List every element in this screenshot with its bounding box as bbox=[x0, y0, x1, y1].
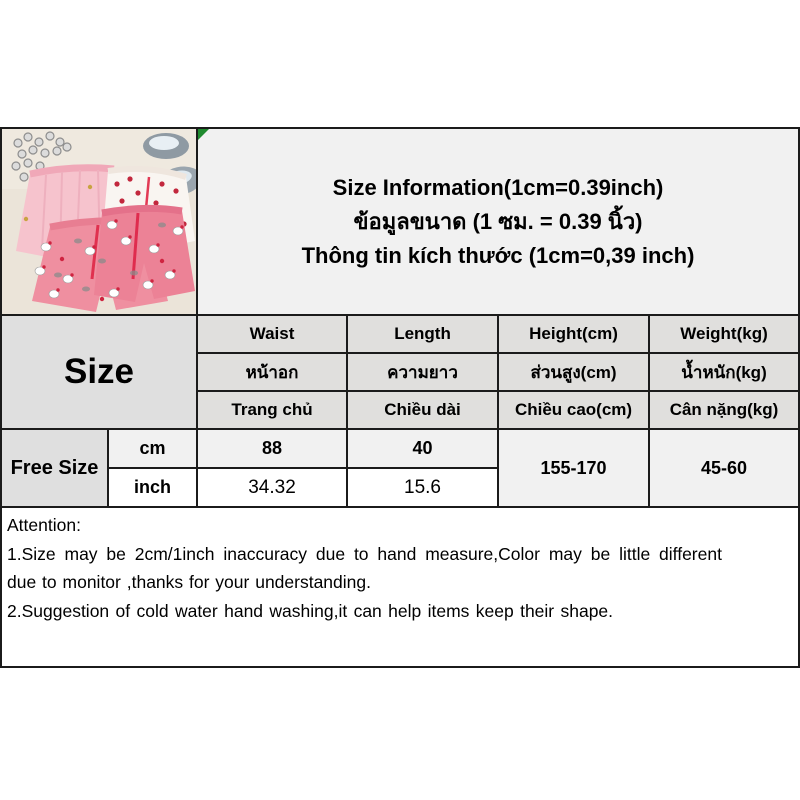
table-row-cm: Free Size cm 88 40 155-170 45-60 bbox=[0, 428, 800, 508]
col-header-height-th: ส่วนสูง(cm) bbox=[497, 352, 651, 392]
value-length-inch: 15.6 bbox=[346, 467, 500, 508]
attention-note: Attention: 1.Size may be 2cm/1inch inacc… bbox=[0, 506, 800, 668]
title-vietnamese: Thông tin kích thước (1cm=0,39 inch) bbox=[301, 242, 695, 268]
product-photo bbox=[0, 127, 199, 316]
value-length-cm: 40 bbox=[346, 428, 500, 469]
col-header-waist-vi: Trang chủ bbox=[196, 390, 349, 430]
title-thai: ข้อมูลขนาด (1 ซม. = 0.39 นิ้ว) bbox=[353, 208, 643, 234]
col-header-waist-th: หน้าอก bbox=[196, 352, 349, 392]
title-block: Size Information(1cm=0.39inch) ข้อมูลขนา… bbox=[196, 127, 800, 316]
col-header-length-th: ความยาว bbox=[346, 352, 500, 392]
kitty-print bbox=[34, 219, 184, 302]
unit-label-inch: inch bbox=[106, 467, 199, 508]
attention-line-2: due to monitor ,thanks for your understa… bbox=[7, 572, 371, 592]
col-header-length-en: Length bbox=[346, 314, 500, 354]
col-header-height-en: Height(cm) bbox=[497, 314, 651, 354]
col-header-weight-vi: Cân nặng(kg) bbox=[648, 390, 800, 430]
size-chart-table: Size Information(1cm=0.39inch) ข้อมูลขนา… bbox=[0, 127, 800, 668]
col-header-height-vi: Chiều cao(cm) bbox=[497, 390, 651, 430]
unit-label-cm: cm bbox=[106, 428, 199, 469]
hello-kitty-shorts-photo bbox=[3, 130, 196, 313]
col-header-weight-th: น้ำหนัก(kg) bbox=[648, 352, 800, 392]
attention-line-1: 1.Size may be 2cm/1inch inaccuracy due t… bbox=[7, 543, 722, 564]
col-header-waist-en: Waist bbox=[196, 314, 349, 354]
cell-corner-marker-icon bbox=[199, 130, 210, 140]
table-row-inch: inch 34.32 15.6 bbox=[1, 467, 799, 508]
title-english: Size Information(1cm=0.39inch) bbox=[332, 174, 664, 200]
chain-bag bbox=[11, 131, 72, 182]
value-waist-inch: 34.32 bbox=[196, 467, 349, 508]
value-height-range: 155-170 bbox=[497, 428, 651, 508]
row-label-free-size: Free Size bbox=[0, 428, 109, 508]
attention-heading: Attention: bbox=[7, 515, 81, 535]
attention-line-3: 2.Suggestion of cold water hand washing,… bbox=[7, 600, 614, 621]
value-waist-cm: 88 bbox=[196, 428, 349, 469]
size-corner-label: Size bbox=[0, 314, 199, 430]
col-header-weight-en: Weight(kg) bbox=[648, 314, 800, 354]
value-weight-range: 45-60 bbox=[648, 428, 800, 508]
col-header-length-vi: Chiều dài bbox=[346, 390, 500, 430]
